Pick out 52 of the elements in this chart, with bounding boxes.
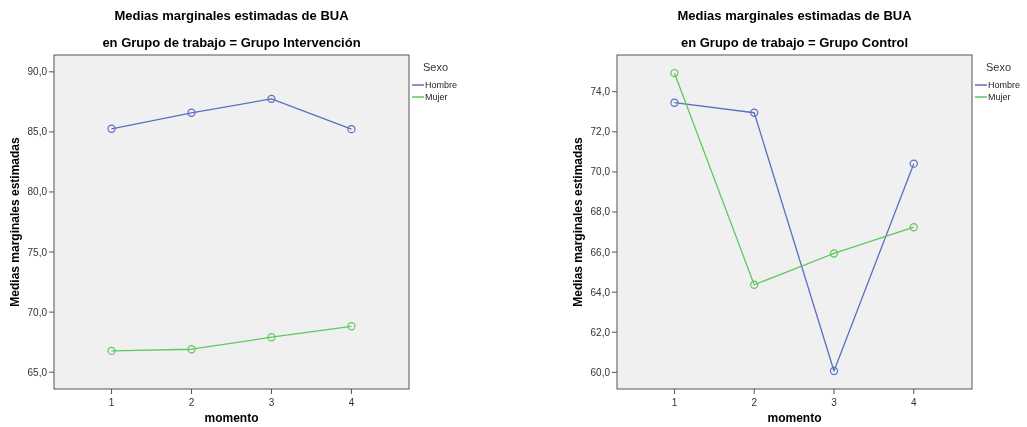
point (750, 280, 759, 289)
legend-title: Sexo (423, 61, 449, 73)
y-axis-title: Medias marginales estimadas (571, 136, 585, 307)
chart-subtitle: en Grupo de trabajo = Grupo Control (680, 35, 909, 50)
y-tick-label: 64,0 (590, 286, 611, 298)
y-tick-label: 68,0 (590, 206, 611, 218)
legend-label: Hombre (425, 80, 458, 91)
legend-label: Mujer (425, 92, 448, 103)
point (909, 159, 918, 168)
point (347, 124, 356, 134)
point (187, 108, 196, 117)
y-tick-label: 75,0 (27, 246, 48, 258)
x-tick-label: 2 (751, 397, 758, 408)
x-tick-label: 4 (348, 397, 355, 408)
chart-title: Medias marginales estimadas de BUA (114, 8, 350, 23)
point (347, 322, 356, 331)
point (187, 345, 196, 354)
x-tick-label: 3 (831, 397, 838, 408)
x-tick-label: 1 (671, 397, 678, 408)
chart-subtitle: en Grupo de trabajo = Grupo Intervención (102, 35, 361, 50)
y-tick-label: 74,0 (590, 86, 611, 98)
y-tick-label: 65,0 (27, 366, 48, 378)
y-tick-label: 85,0 (27, 126, 48, 138)
point (267, 94, 276, 104)
y-tick-label: 72,0 (590, 126, 611, 138)
y-tick-label: 70,0 (590, 166, 611, 178)
point (107, 124, 116, 133)
x-axis-title: momento (204, 411, 259, 425)
legend-label: Mujer (988, 92, 1011, 103)
y-tick-label: 62,0 (590, 326, 611, 338)
x-tick-label: 4 (910, 397, 917, 408)
y-tick-label: 80,0 (27, 186, 48, 198)
y-tick-label: 70,0 (27, 306, 48, 318)
point (670, 68, 679, 78)
point (829, 366, 839, 376)
x-tick-label: 1 (108, 397, 115, 408)
chart-title: Medias marginales estimadas de BUA (677, 8, 913, 23)
point (267, 333, 276, 342)
legend-label: Hombre (988, 80, 1021, 91)
point (107, 346, 116, 356)
x-tick-label: 2 (188, 397, 195, 408)
y-axis-title: Medias marginales estimadas (8, 136, 22, 307)
point (909, 223, 918, 232)
point (829, 249, 839, 258)
point (670, 98, 679, 107)
point (750, 108, 759, 117)
x-axis-title: momento (767, 411, 822, 425)
x-tick-label: 3 (268, 397, 275, 408)
y-tick-label: 66,0 (590, 246, 611, 258)
y-tick-label: 60,0 (590, 366, 611, 378)
legend-title: Sexo (986, 61, 1012, 73)
y-tick-label: 90,0 (27, 66, 48, 78)
